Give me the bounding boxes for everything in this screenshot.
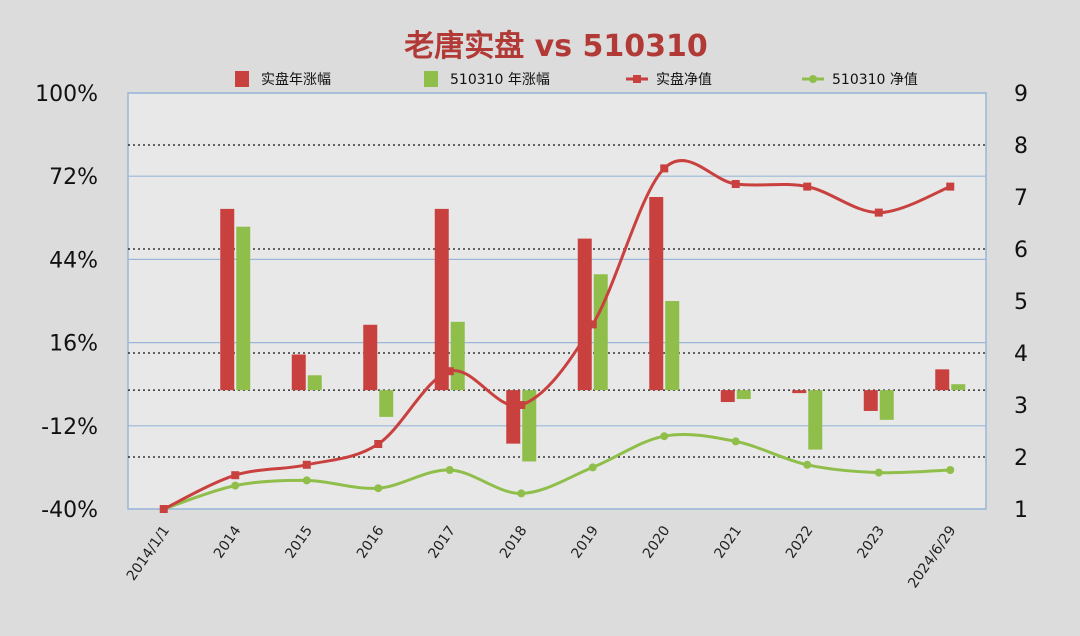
bar-shipan (649, 197, 664, 391)
xtick: 2021 (711, 523, 745, 561)
xtick: 2020 (640, 523, 674, 561)
marker-510310 (803, 460, 812, 469)
ytick-right: 3 (1014, 394, 1028, 419)
xtick: 2024/6/29 (905, 523, 959, 591)
marker-shipan (231, 471, 240, 480)
ytick-left: -12% (41, 415, 98, 440)
bar-510310 (665, 301, 680, 391)
bar-shipan (506, 390, 521, 444)
ytick-right: 7 (1014, 186, 1028, 211)
bar-510310 (307, 375, 322, 391)
bar-shipan (863, 390, 878, 411)
legend-marker (633, 75, 641, 83)
legend-marker (809, 75, 817, 83)
xtick: 2022 (783, 523, 817, 561)
bar-510310 (379, 390, 394, 417)
marker-shipan (159, 505, 168, 513)
ytick-left: 72% (49, 165, 98, 190)
marker-510310 (731, 437, 740, 446)
marker-shipan (374, 440, 383, 448)
plot-area (127, 92, 987, 510)
marker-510310 (588, 463, 597, 472)
marker-510310 (517, 489, 526, 498)
ytick-left: 44% (49, 248, 98, 273)
xtick: 2018 (497, 523, 531, 561)
bar-shipan (577, 238, 592, 391)
legend-swatch (424, 71, 438, 87)
marker-shipan (874, 208, 883, 217)
marker-shipan (445, 367, 454, 376)
bar-510310 (450, 321, 465, 391)
ytick-left: 16% (49, 332, 98, 357)
bar-510310 (593, 274, 608, 391)
ytick-right: 4 (1014, 342, 1028, 367)
line-510310 (163, 433, 951, 511)
marker-shipan (302, 460, 311, 469)
xtick: 2016 (354, 523, 388, 561)
bar-shipan (792, 390, 807, 394)
marker-shipan (517, 401, 526, 409)
bars-layer (220, 197, 966, 462)
bar-510310 (236, 226, 251, 391)
bar-510310 (951, 384, 966, 391)
legend-swatch (235, 71, 249, 87)
marker-510310 (874, 468, 883, 477)
bar-shipan (220, 208, 235, 391)
ytick-right: 2 (1014, 446, 1028, 471)
marker-shipan (660, 164, 669, 173)
xtick: 2014/1/1 (124, 523, 173, 584)
ytick-right: 5 (1014, 290, 1028, 315)
marker-510310 (231, 481, 240, 490)
xtick: 2019 (568, 523, 602, 561)
bar-shipan (434, 208, 449, 391)
bar-510310 (879, 390, 894, 420)
bar-shipan (363, 324, 378, 391)
marker-shipan (731, 180, 740, 188)
marker-510310 (302, 476, 311, 485)
xtick: 2023 (854, 523, 888, 561)
grid-layer (128, 92, 986, 510)
ytick-right: 9 (1014, 82, 1028, 107)
lines-layer (159, 159, 955, 513)
xtick: 2015 (282, 523, 316, 561)
marker-510310 (445, 466, 454, 474)
ytick-right: 6 (1014, 238, 1028, 263)
legend-label: 510310 净值 (832, 72, 918, 88)
ytick-left: -40% (41, 498, 98, 523)
marker-510310 (660, 432, 669, 441)
chart-title: 老唐实盘 vs 510310 (404, 29, 708, 64)
marker-shipan (588, 320, 597, 329)
xtick: 2014 (211, 523, 245, 561)
ytick-right: 8 (1014, 134, 1028, 159)
bar-510310 (808, 390, 823, 450)
bar-shipan (935, 369, 950, 391)
bar-shipan (291, 354, 306, 391)
legend: 实盘年涨幅 510310 年涨幅 实盘净值 510310 净值 (235, 71, 918, 88)
legend-label: 实盘年涨幅 (261, 71, 331, 88)
legend-label: 实盘净值 (656, 71, 712, 88)
marker-shipan (946, 182, 955, 191)
xtick: 2017 (425, 523, 459, 561)
ytick-left: 100% (35, 82, 98, 107)
marker-510310 (374, 484, 383, 493)
legend-label: 510310 年涨幅 (450, 72, 550, 88)
ytick-right: 1 (1014, 498, 1028, 523)
bar-shipan (720, 390, 735, 403)
marker-shipan (803, 182, 812, 191)
bar-510310 (522, 390, 537, 462)
bar-510310 (736, 390, 751, 400)
marker-510310 (946, 466, 955, 474)
